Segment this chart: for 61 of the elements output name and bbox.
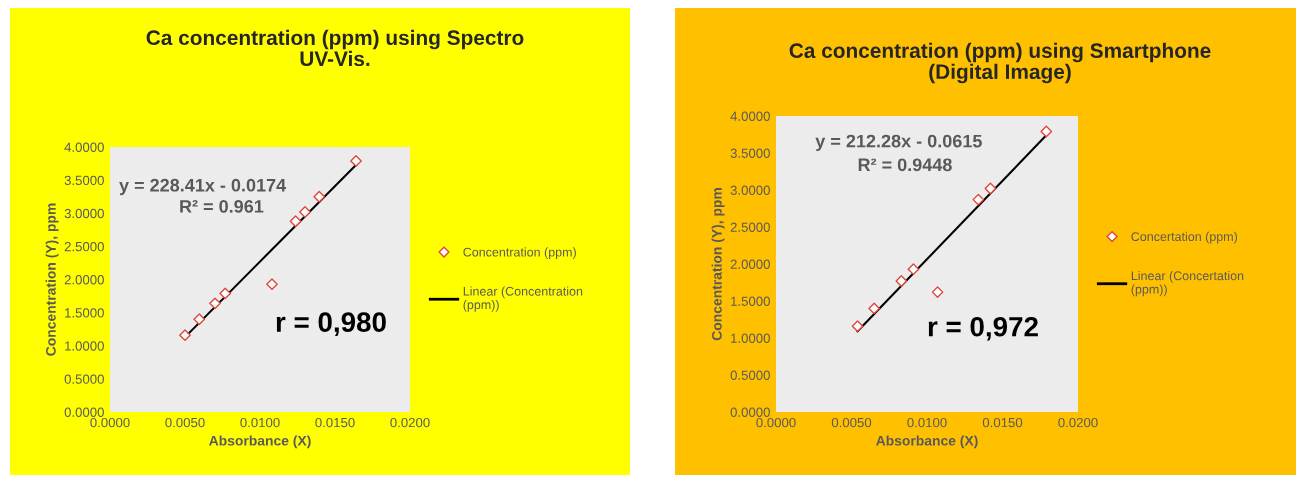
y-tick-label: 0.5000 bbox=[64, 374, 104, 384]
annotation: R² = 0.9448 bbox=[858, 158, 952, 172]
y-tick-label: 3.5000 bbox=[64, 175, 104, 186]
annotation: R² = 0.961 bbox=[180, 200, 264, 213]
x-tick-label: 0.0100 bbox=[240, 417, 280, 428]
point bbox=[289, 215, 302, 228]
point bbox=[179, 329, 191, 342]
y-tick-label: 1.5000 bbox=[731, 296, 770, 306]
y-tick-label: 0.0000 bbox=[730, 407, 770, 417]
y-tick-label: 0.5000 bbox=[730, 370, 770, 380]
y-tick-label: 4.0000 bbox=[730, 111, 770, 121]
point bbox=[299, 206, 311, 218]
x-tick-label: 0.0200 bbox=[1058, 417, 1098, 428]
annotation: y = 212.28x - 0.0615 bbox=[815, 134, 982, 152]
x-tick-label: 0.0000 bbox=[756, 417, 796, 428]
x-tick-label: 0.0150 bbox=[315, 417, 355, 428]
legend-label: Linear (Concentration (ppm)) bbox=[463, 286, 583, 312]
y-tick-label: 2.0000 bbox=[730, 259, 770, 269]
x-tick-label: 0.0200 bbox=[390, 417, 430, 428]
point bbox=[313, 190, 326, 203]
point bbox=[972, 193, 985, 206]
legend-label: Concertation (ppm) bbox=[1131, 231, 1238, 244]
y-tick-label: 2.0000 bbox=[64, 275, 104, 285]
x-axis-title: Absorbance (X) bbox=[209, 435, 311, 449]
y-tick-label: 2.5000 bbox=[64, 241, 104, 252]
point bbox=[907, 263, 920, 276]
point bbox=[868, 302, 881, 315]
legend-label: Concentration (ppm) bbox=[463, 247, 576, 260]
annotation: y = 228.41x - 0.0174 bbox=[119, 178, 287, 196]
y-tick-label: 1.5000 bbox=[65, 308, 104, 318]
point bbox=[895, 275, 908, 287]
y-tick-label: 3.5000 bbox=[730, 148, 770, 158]
y-tick-label: 3.0000 bbox=[730, 185, 770, 195]
x-tick-label: 0.0050 bbox=[165, 417, 205, 428]
annotation: r = 0,972 bbox=[928, 316, 1038, 341]
chart-title: Ca concentration (ppm) using Smartphone (Digital Image) bbox=[789, 42, 1211, 84]
point bbox=[851, 320, 864, 333]
y-tick-label: 1.0000 bbox=[731, 333, 770, 343]
point bbox=[209, 297, 221, 310]
x-tick-label: 0.0000 bbox=[90, 417, 130, 428]
point bbox=[193, 313, 206, 326]
point bbox=[1040, 125, 1053, 138]
x-tick-label: 0.0100 bbox=[907, 417, 947, 428]
y-tick-label: 2.5000 bbox=[730, 222, 770, 232]
point bbox=[266, 278, 278, 291]
point bbox=[931, 286, 944, 299]
y-tick-label: 0.0000 bbox=[64, 407, 104, 417]
y-axis-title: Concentration (Y), ppm bbox=[45, 203, 59, 356]
point bbox=[350, 155, 362, 167]
legend-label: Linear (Concertation (ppm)) bbox=[1131, 271, 1244, 297]
annotation: r = 0,980 bbox=[276, 312, 386, 337]
x-tick-label: 0.0150 bbox=[982, 417, 1023, 428]
y-axis-title: Concentration (Y), ppm bbox=[711, 188, 725, 341]
y-tick-label: 1.0000 bbox=[65, 341, 104, 351]
point bbox=[984, 182, 997, 195]
chart-title: Ca concentration (ppm) using Spectro UV-Vis. bbox=[146, 29, 524, 67]
point bbox=[219, 287, 232, 300]
x-tick-label: 0.0050 bbox=[831, 417, 872, 428]
x-axis-title: Absorbance (X) bbox=[876, 435, 978, 449]
y-tick-label: 4.0000 bbox=[64, 142, 104, 152]
y-tick-label: 3.0000 bbox=[64, 208, 104, 219]
